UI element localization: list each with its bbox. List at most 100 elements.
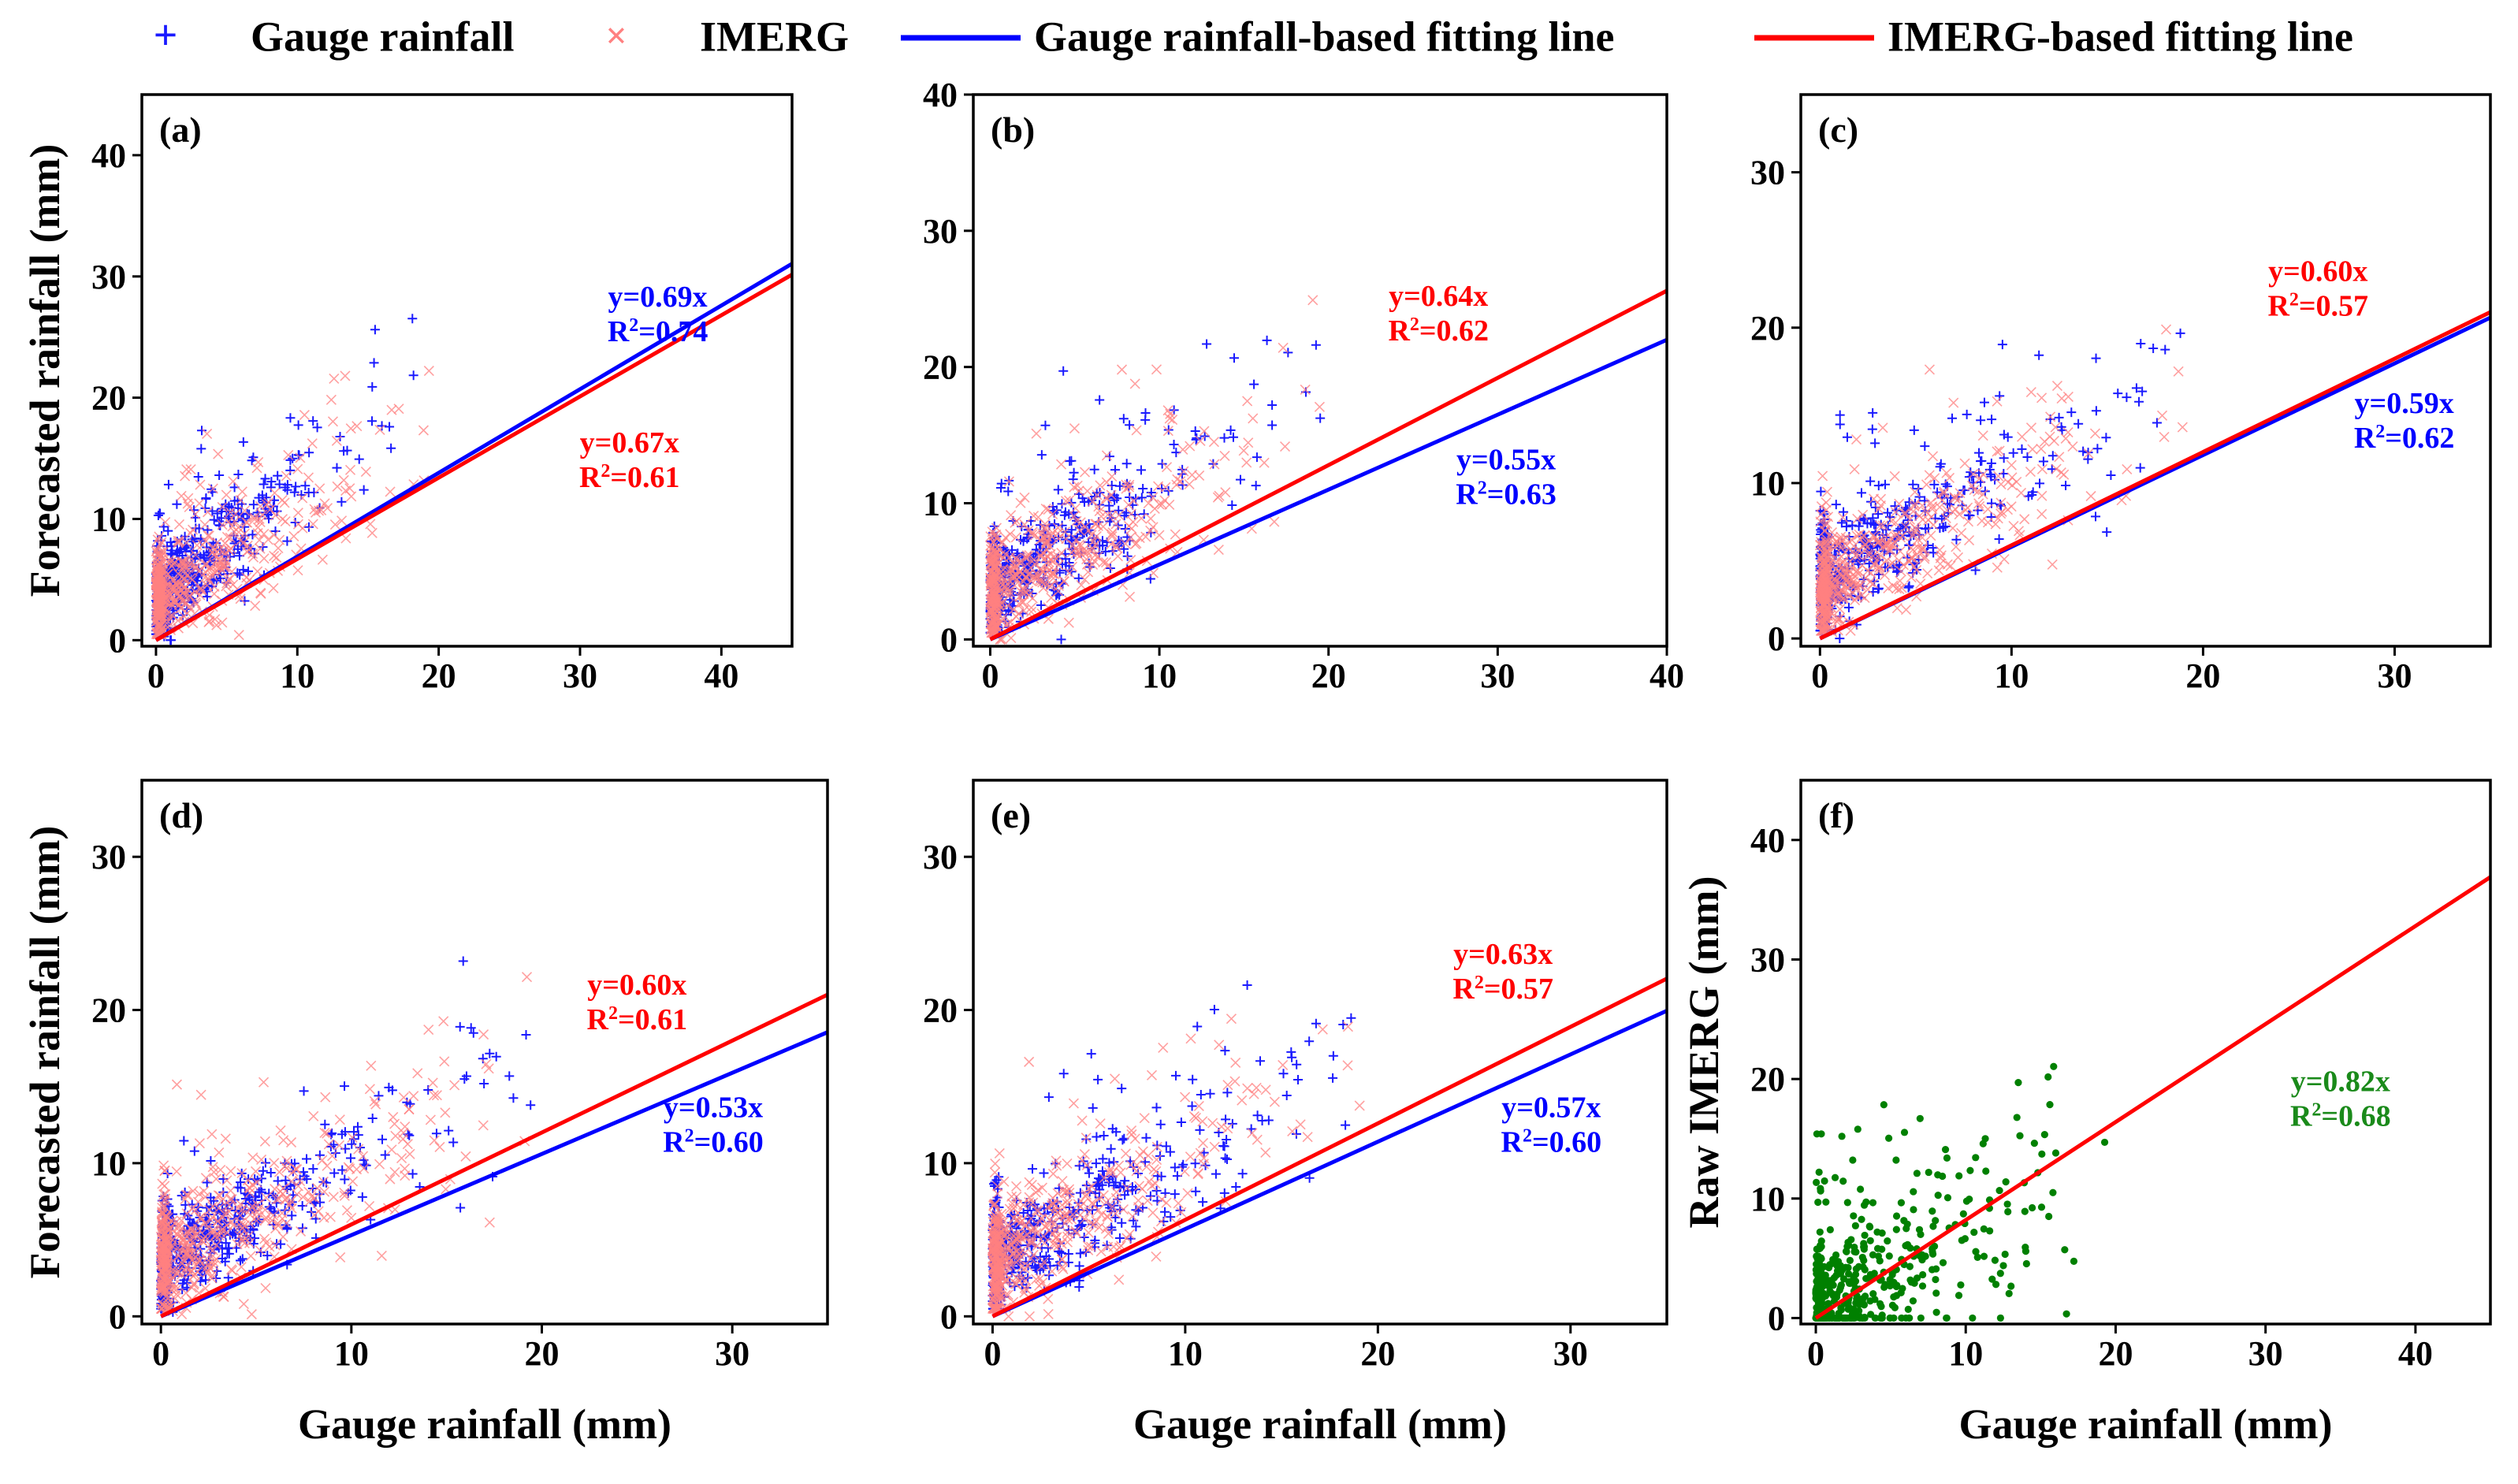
imerg-point [203, 530, 214, 541]
gauge-point [1136, 493, 1147, 503]
imerg-point [1995, 497, 2007, 508]
imerg-point [159, 1181, 170, 1192]
imerg-point [1107, 529, 1118, 540]
imerg-point [199, 559, 210, 570]
imerg-point [218, 562, 229, 573]
gauge-point [1267, 400, 1278, 410]
gauge-point [1278, 1069, 1289, 1079]
imerg-point [1120, 538, 1131, 549]
gauge-point [1311, 1018, 1321, 1028]
imerg-point [195, 1211, 206, 1223]
imerg-point [270, 510, 281, 521]
y-tick-label: 40 [91, 136, 126, 175]
imerg-point [1057, 1175, 1068, 1187]
imerg-point [1064, 567, 1075, 578]
y-tick-label: 30 [91, 258, 126, 296]
imerg-point [288, 530, 299, 542]
imerg-point [478, 1028, 489, 1040]
imerg-point [1833, 613, 1844, 624]
gauge-point [282, 536, 292, 546]
imerg-point [1193, 1100, 1204, 1112]
gauge-point [431, 1129, 441, 1139]
imerg-point [1040, 539, 1051, 550]
imerg-point [366, 1060, 377, 1071]
imerg-point [252, 1199, 263, 1211]
gauge-point [345, 1185, 355, 1196]
gauge-point [1292, 1059, 1302, 1069]
imerg-point [438, 1016, 449, 1027]
gauge-point [1860, 514, 1870, 524]
gauge-point [1947, 413, 1957, 423]
gauge-point [217, 1253, 227, 1263]
imerg-point [1126, 1125, 1137, 1136]
imerg-point [238, 1231, 249, 1242]
gauge-point [236, 1183, 246, 1193]
imerg-point [1947, 523, 1958, 534]
imerg-point [196, 1235, 207, 1246]
imerg-point [161, 1243, 172, 1254]
imerg-point [239, 528, 250, 539]
gauge-point [1084, 1168, 1094, 1178]
imerg-point [1973, 486, 1984, 497]
imerg-point [1821, 534, 1832, 545]
gauge-point [1205, 1088, 1215, 1099]
gauge-point [1069, 467, 1079, 478]
gauge-point [1141, 1133, 1151, 1143]
plot-area-c [1814, 310, 2490, 644]
gauge-point [329, 1140, 339, 1150]
imerg-point [235, 1210, 246, 1221]
x-tick-label: 30 [715, 1334, 749, 1373]
gauge-point [1165, 1147, 1175, 1157]
imerg-point [1817, 470, 1828, 482]
gauge-point [1854, 521, 1864, 531]
imerg-point [1172, 474, 1183, 485]
gauge-point [1976, 415, 1986, 426]
imerg-point [2159, 431, 2170, 443]
imerg-point [273, 542, 284, 554]
imerg-point [1862, 549, 1873, 560]
imerg-point [171, 580, 182, 591]
imerg-point [260, 1214, 271, 1226]
gauge-point [240, 596, 250, 606]
imerg-point [1934, 501, 1945, 512]
imerg-point [1106, 538, 1117, 550]
gauge-point [1903, 582, 1914, 593]
imerg-point [1175, 476, 1186, 487]
imerg-point [1100, 556, 1112, 568]
y-tick-label: 20 [91, 379, 126, 418]
gauge-point [299, 1086, 309, 1096]
imerg-point [1818, 587, 1829, 598]
legend: + Gauge rainfall × IMERG Gauge rainfall-… [154, 11, 2353, 60]
imerg-point [1259, 457, 1270, 468]
imerg-point [1890, 507, 1901, 518]
gauge-point [243, 566, 253, 576]
imerg-point [251, 1211, 262, 1222]
imerg-point [242, 517, 253, 528]
imerg-point [1940, 512, 1951, 524]
imerg-point [985, 548, 997, 559]
imerg-point [322, 1160, 333, 1171]
gauge-point [1171, 1070, 1181, 1080]
gauge-point [1856, 488, 1866, 498]
imerg-point [235, 495, 246, 506]
fit-r2-c-1: R2=0.57 [2267, 290, 2368, 323]
imerg-point [157, 1278, 168, 1290]
imerg-point [989, 1167, 1000, 1178]
gauge-point [320, 1119, 330, 1129]
imerg-point [1058, 1263, 1069, 1274]
imerg-point [2089, 428, 2101, 439]
gauge-point [308, 416, 318, 426]
imerg-point [986, 558, 998, 569]
imerg-point [1900, 522, 1911, 533]
imerg-point [214, 1147, 225, 1159]
imerg-point [396, 1152, 407, 1164]
imerg-point [180, 561, 191, 572]
gauge-point [1106, 1144, 1116, 1154]
gauge-point [1255, 1056, 1265, 1066]
gauge-point [335, 432, 345, 442]
gauge-point [1966, 471, 1977, 482]
imerg-point [1086, 545, 1097, 556]
y-tick-label: 10 [923, 485, 958, 523]
gauge-point [1865, 476, 1876, 486]
imerg-point [219, 1208, 230, 1219]
